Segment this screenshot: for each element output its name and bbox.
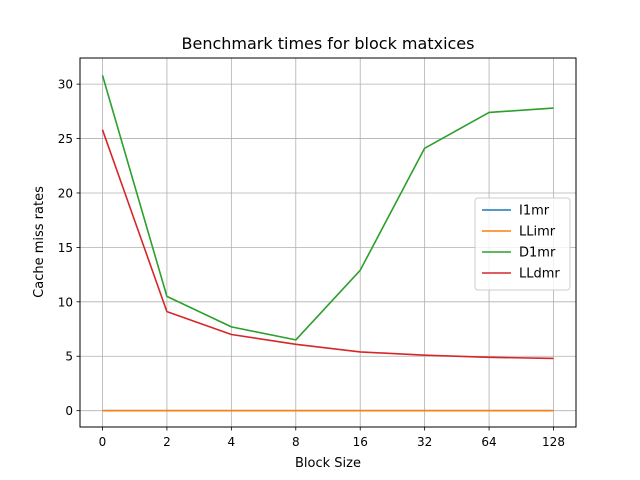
y-tick-label: 30 xyxy=(58,78,73,92)
series-line-d1mr xyxy=(101,75,554,341)
series-line-lldmr xyxy=(101,129,554,360)
y-tick-label: 20 xyxy=(58,186,73,200)
legend-box xyxy=(474,197,571,291)
y-tick-label: 15 xyxy=(58,241,73,255)
legend-label: I1mr xyxy=(519,204,550,219)
x-tick-label: 8 xyxy=(292,435,300,449)
legend-label: LLdmr xyxy=(519,267,560,282)
x-axis-ticks: 0 2 4 8 16 32 64 128 xyxy=(99,427,565,449)
y-tick-label: 10 xyxy=(58,295,73,309)
x-axis-label: Block Size xyxy=(295,456,361,471)
plot-lines xyxy=(101,75,554,412)
x-tick-label: 64 xyxy=(481,435,496,449)
y-tick-label: 25 xyxy=(58,132,73,146)
x-tick-label: 4 xyxy=(228,435,236,449)
plot-frame xyxy=(79,57,577,428)
x-tick-label: 2 xyxy=(163,435,171,449)
x-tick-label: 16 xyxy=(353,435,368,449)
y-axis-label: Cache miss rates xyxy=(32,186,47,298)
y-axis-ticks: 0 5 10 15 20 25 30 xyxy=(58,78,80,418)
legend: I1mr LLimr D1mr LLdmr xyxy=(474,197,571,291)
legend-label: D1mr xyxy=(519,246,556,261)
x-tick-label: 32 xyxy=(417,435,432,449)
chart-title: Benchmark times for block matxices xyxy=(182,34,475,53)
y-tick-label: 0 xyxy=(65,404,73,418)
x-tick-label: 0 xyxy=(99,435,107,449)
x-tick-label: 128 xyxy=(542,435,565,449)
y-tick-label: 5 xyxy=(65,350,73,364)
legend-label: LLimr xyxy=(519,225,556,240)
